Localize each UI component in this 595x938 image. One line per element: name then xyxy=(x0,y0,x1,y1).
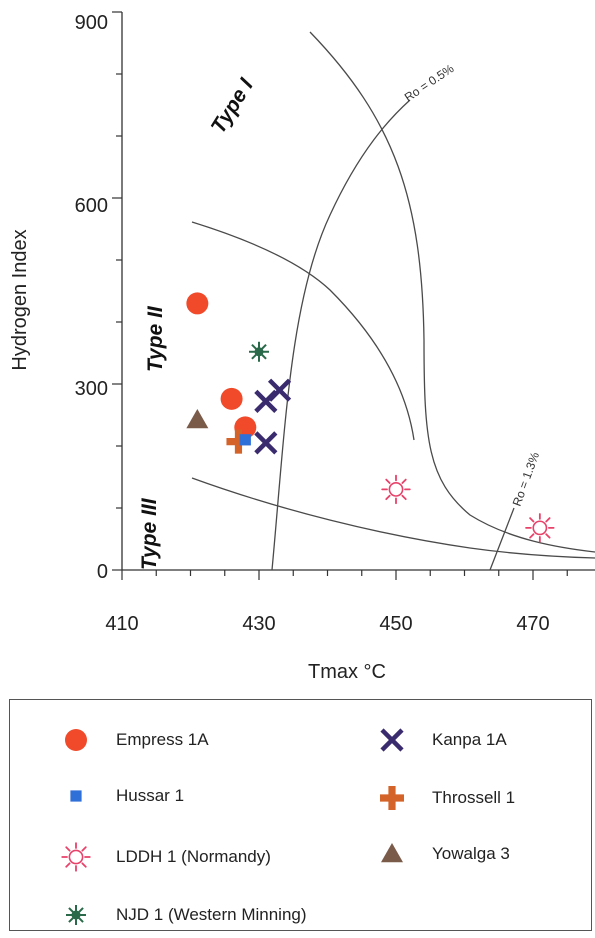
legend-marker xyxy=(66,905,86,925)
y-axis-label: Hydrogen Index xyxy=(9,229,31,370)
x-tick-labels: 410 430 450 470 xyxy=(105,613,549,635)
legend-item-kanpa: Kanpa 1A xyxy=(372,724,507,756)
legend-marker xyxy=(61,842,91,872)
y-tick-label: 600 xyxy=(75,195,108,217)
legend-item-njd: NJD 1 (Western Minning) xyxy=(56,899,307,931)
type-iii-boundary-curve xyxy=(191,477,595,559)
legend-label: Throssell 1 xyxy=(432,788,516,807)
legend-item-lddh: LDDH 1 (Normandy) xyxy=(56,841,271,873)
legend-item-hussar: Hussar 1 xyxy=(56,780,184,812)
x-ticks xyxy=(121,570,568,580)
data-point xyxy=(220,387,243,410)
chart-area: 0 300 600 900 410 430 450 470 Hydrogen I… xyxy=(9,11,595,683)
data-point xyxy=(525,513,555,543)
x-tick-label: 470 xyxy=(516,613,549,635)
data-point xyxy=(239,434,251,446)
legend-marker xyxy=(65,729,87,751)
empress-marker-icon xyxy=(65,729,87,751)
type-ii-label: Type II xyxy=(144,305,167,372)
data-point xyxy=(254,431,278,455)
hussar-marker-icon xyxy=(70,790,82,802)
legend-label: Hussar 1 xyxy=(116,786,185,805)
type-iii-label: Type III xyxy=(138,497,161,570)
ro-0-5-label: Ro = 0.5% xyxy=(402,61,457,104)
legend-marker xyxy=(70,790,82,802)
legend-label: NJD 1 (Western Minning) xyxy=(116,905,307,924)
legend-label: Kanpa 1A xyxy=(432,730,507,749)
legend: Empress 1A Hussar 1 LDDH 1 (Normandy) NJ… xyxy=(9,699,592,931)
type-i-boundary-curve xyxy=(309,31,595,553)
data-point xyxy=(186,408,209,429)
data-point xyxy=(267,378,292,402)
legend-item-throssell: Throssell 1 xyxy=(372,782,515,814)
legend-item-yowalga: Yowalga 3 xyxy=(372,838,510,870)
legend-item-empress: Empress 1A xyxy=(56,724,209,756)
legend-label: Empress 1A xyxy=(116,730,209,749)
legend-label: Yowalga 3 xyxy=(432,844,510,863)
y-tick-label: 300 xyxy=(75,378,108,400)
legend-marker xyxy=(380,786,404,810)
y-ticks xyxy=(112,11,122,571)
lddh-marker-icon xyxy=(61,842,91,872)
legend-marker xyxy=(380,728,404,752)
data-point xyxy=(381,474,411,505)
y-tick-label: 900 xyxy=(75,12,108,34)
y-tick-label: 0 xyxy=(97,561,108,583)
kanpa-marker-icon xyxy=(380,728,404,752)
ro-1-3-label: Ro = 1.3% xyxy=(510,450,543,508)
data-point xyxy=(249,341,269,362)
type-i-label: Type I xyxy=(207,74,259,138)
x-tick-label: 430 xyxy=(242,613,275,635)
ro-0-5-isoline xyxy=(271,99,411,571)
throssell-marker-icon xyxy=(380,786,404,810)
type-ii-boundary-curve xyxy=(191,221,415,441)
ro-1-3-isoline xyxy=(489,507,515,571)
y-tick-labels: 0 300 600 900 xyxy=(75,12,108,583)
data-points xyxy=(186,292,555,543)
legend-marker xyxy=(381,843,403,863)
x-axis-label: Tmax °C xyxy=(308,661,386,683)
data-point xyxy=(186,292,209,315)
njd-marker-icon xyxy=(66,905,86,925)
legend-label: LDDH 1 (Normandy) xyxy=(116,847,271,866)
yowalga-marker-icon xyxy=(381,843,403,863)
x-tick-label: 450 xyxy=(379,613,412,635)
x-tick-label: 410 xyxy=(105,613,138,635)
